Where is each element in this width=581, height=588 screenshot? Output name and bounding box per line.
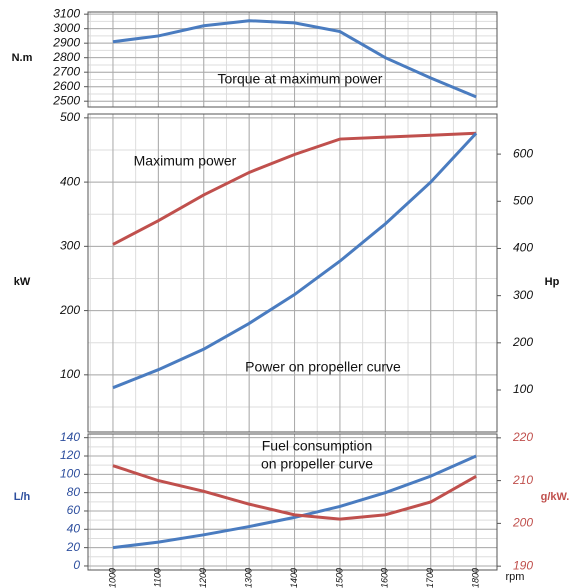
y-tick-label: 2900 bbox=[52, 35, 80, 49]
y-tick-label: 2800 bbox=[52, 50, 80, 64]
x-tick-label: 1600 bbox=[380, 568, 390, 588]
y-tick-label: 0 bbox=[73, 558, 80, 572]
y-tick-label: 2500 bbox=[52, 93, 80, 107]
y2-tick-label: 200 bbox=[512, 335, 533, 349]
x-tick-label: 1800 bbox=[470, 568, 480, 588]
y-tick-label: 40 bbox=[67, 521, 81, 535]
series-line bbox=[112, 19, 477, 99]
x-tick-label: 1500 bbox=[334, 568, 344, 588]
y-axis-label: kW bbox=[14, 276, 31, 288]
y-tick-label: 500 bbox=[60, 110, 80, 124]
x-tick-label: 1000 bbox=[107, 568, 117, 588]
y2-tick-label: 600 bbox=[513, 146, 533, 160]
series-line bbox=[112, 454, 477, 550]
series-line bbox=[112, 132, 478, 390]
y2-tick-label: 190 bbox=[513, 558, 533, 572]
x-tick-label: 1200 bbox=[198, 568, 208, 588]
y2-tick-label: 300 bbox=[513, 288, 533, 302]
y-tick-label: 120 bbox=[60, 448, 80, 462]
plot-frame bbox=[87, 433, 498, 571]
y-tick-label: 3100 bbox=[53, 6, 80, 20]
y2-axis-label: Hp bbox=[545, 276, 560, 288]
y-tick-label: 400 bbox=[60, 174, 80, 188]
series-label: Power on propeller curve bbox=[245, 359, 401, 375]
y-axis-label: L/h bbox=[14, 491, 31, 503]
x-tick-label: 1100 bbox=[153, 568, 163, 587]
x-tick-label: 1400 bbox=[289, 568, 299, 588]
y-tick-label: 200 bbox=[59, 303, 80, 317]
y-tick-label: 2700 bbox=[52, 64, 80, 78]
y2-tick-label: 100 bbox=[513, 382, 533, 396]
grid bbox=[88, 12, 497, 570]
y-tick-label: 140 bbox=[60, 430, 80, 444]
y2-tick-label: 500 bbox=[513, 193, 533, 207]
y-tick-label: 100 bbox=[60, 367, 80, 381]
y2-tick-label: 400 bbox=[513, 241, 533, 255]
x-tick-label: 1700 bbox=[425, 568, 435, 588]
y2-tick-label: 200 bbox=[512, 516, 533, 530]
y-tick-label: 80 bbox=[67, 485, 81, 499]
plot-frame bbox=[87, 113, 498, 433]
x-tick-label: 1300 bbox=[244, 568, 254, 588]
y-tick-label: 3000 bbox=[53, 21, 80, 35]
plot-frame bbox=[87, 11, 498, 108]
annotation: Fuel consumption bbox=[262, 438, 373, 454]
y2-tick-label: 220 bbox=[512, 430, 533, 444]
y-axis-label: N.m bbox=[12, 52, 33, 64]
y-tick-label: 20 bbox=[66, 540, 81, 554]
y-tick-label: 60 bbox=[67, 503, 81, 517]
y2-tick-label: 210 bbox=[512, 473, 533, 487]
series-line bbox=[112, 131, 477, 246]
series-label: Torque at maximum power bbox=[218, 71, 383, 87]
y-tick-label: 300 bbox=[60, 239, 80, 253]
annotation: on propeller curve bbox=[261, 456, 373, 472]
y2-axis-label: g/kW. bbox=[541, 491, 570, 503]
y-tick-label: 100 bbox=[60, 466, 80, 480]
x-axis-label: rpm bbox=[506, 571, 525, 583]
series-label: Maximum power bbox=[134, 153, 237, 169]
series-line bbox=[112, 464, 477, 521]
y-tick-label: 2600 bbox=[52, 79, 80, 93]
